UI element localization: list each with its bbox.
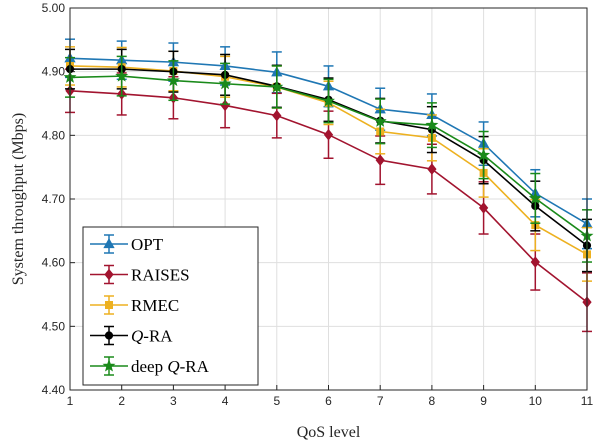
legend-entry: OPT [90, 234, 164, 254]
data-point [425, 118, 439, 131]
data-point [323, 128, 334, 141]
x-tick-label: 2 [118, 394, 125, 408]
data-point [270, 80, 284, 93]
data-point [375, 154, 385, 166]
x-axis-label: QoS level [297, 424, 361, 441]
x-tick-label: 10 [529, 394, 543, 408]
y-tick-label: 5.00 [42, 1, 66, 15]
legend-entry: Q-RA [90, 325, 173, 346]
y-tick-label: 4.70 [42, 192, 66, 206]
data-point [477, 148, 491, 161]
y-axis-label: System throughput (Mbps) [10, 113, 27, 285]
x-tick-label: 6 [325, 394, 332, 408]
x-tick-label: 8 [429, 394, 436, 408]
x-tick-label: 5 [273, 394, 280, 408]
legend-label: OPT [131, 235, 164, 254]
x-tick-label: 4 [222, 394, 229, 408]
legend-entry: deep Q-RA [90, 356, 210, 376]
x-axis-ticks: 1 2 3 4 5 6 7 8 9 10 11 [67, 385, 594, 408]
legend-label: RAISES [131, 266, 190, 285]
legend-entry: RAISES [90, 264, 190, 285]
y-tick-label: 4.60 [42, 256, 66, 270]
legend-marker [102, 359, 116, 372]
legend-marker [103, 237, 115, 249]
data-point [427, 163, 437, 175]
legend-label: Q-RA [131, 327, 173, 346]
data-point [478, 202, 489, 214]
data-point [322, 94, 335, 107]
legend: OPT RAISES RMEC Q-RA deep Q-RA [82, 226, 259, 386]
x-tick-label: 9 [480, 394, 487, 408]
series-deep-q-ra [63, 55, 594, 263]
y-axis-ticks: 4.40 4.50 4.60 4.70 4.80 4.90 5.00 [42, 1, 75, 397]
data-point [373, 114, 387, 127]
legend-label: RMEC [131, 296, 179, 315]
data-point [530, 256, 540, 268]
data-point [528, 191, 542, 204]
y-tick-label: 4.90 [42, 65, 66, 79]
data-point [115, 69, 129, 82]
x-tick-label: 3 [170, 394, 177, 408]
x-tick-label: 11 [581, 394, 594, 408]
legend-marker [105, 301, 113, 309]
y-tick-label: 4.40 [42, 383, 66, 397]
legend-marker [104, 331, 114, 340]
plot-area-border [69, 7, 588, 391]
data-point [166, 73, 180, 87]
x-tick-label: 7 [377, 394, 384, 408]
y-tick-label: 4.80 [42, 128, 66, 142]
x-tick-label: 1 [67, 394, 74, 408]
legend-label: deep Q-RA [131, 357, 210, 376]
legend-entry: RMEC [90, 295, 179, 315]
y-tick-label: 4.50 [42, 319, 66, 333]
data-point [218, 76, 232, 90]
data-point [272, 109, 282, 122]
legend-marker [104, 268, 114, 281]
